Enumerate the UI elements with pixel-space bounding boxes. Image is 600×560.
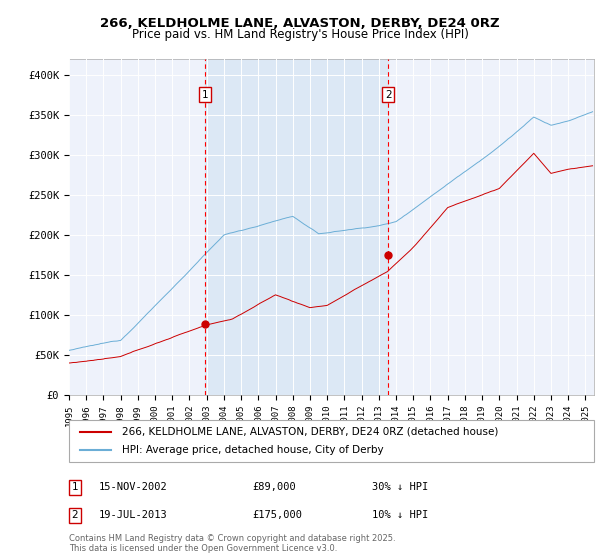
Text: 1: 1 — [202, 90, 208, 100]
FancyBboxPatch shape — [69, 420, 594, 462]
Text: 15-NOV-2002: 15-NOV-2002 — [99, 482, 168, 492]
Text: 2: 2 — [385, 90, 391, 100]
Text: Contains HM Land Registry data © Crown copyright and database right 2025.
This d: Contains HM Land Registry data © Crown c… — [69, 534, 395, 553]
Text: £89,000: £89,000 — [252, 482, 296, 492]
Text: 2: 2 — [71, 510, 79, 520]
Text: HPI: Average price, detached house, City of Derby: HPI: Average price, detached house, City… — [121, 445, 383, 455]
Text: £175,000: £175,000 — [252, 510, 302, 520]
Text: 30% ↓ HPI: 30% ↓ HPI — [372, 482, 428, 492]
Text: 19-JUL-2013: 19-JUL-2013 — [99, 510, 168, 520]
Text: 10% ↓ HPI: 10% ↓ HPI — [372, 510, 428, 520]
Text: 266, KELDHOLME LANE, ALVASTON, DERBY, DE24 0RZ: 266, KELDHOLME LANE, ALVASTON, DERBY, DE… — [100, 17, 500, 30]
Bar — [205, 59, 388, 395]
Text: 266, KELDHOLME LANE, ALVASTON, DERBY, DE24 0RZ (detached house): 266, KELDHOLME LANE, ALVASTON, DERBY, DE… — [121, 427, 498, 437]
Text: 1: 1 — [71, 482, 79, 492]
Text: Price paid vs. HM Land Registry's House Price Index (HPI): Price paid vs. HM Land Registry's House … — [131, 28, 469, 41]
